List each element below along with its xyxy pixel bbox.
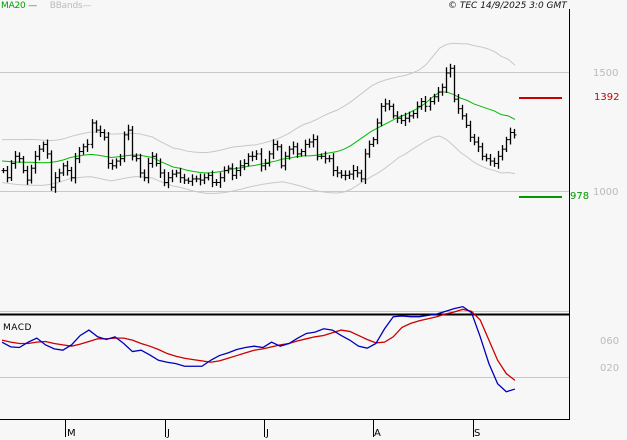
bollinger-upper-band	[2, 42, 516, 153]
bollinger-lower-band	[1, 135, 516, 194]
copyright-timestamp: © TEC 14/9/2025 3:0 GMT	[448, 1, 567, 11]
price-tick-1500: 1500	[593, 68, 619, 79]
time-label-july: J	[266, 428, 269, 439]
time-axis-ticks	[65, 420, 474, 437]
time-label-june: J	[167, 428, 170, 439]
time-label-august: A	[374, 428, 381, 439]
macd-tick-060: 060	[600, 336, 620, 347]
ma20-line	[1, 91, 516, 174]
support-level-label: 978	[570, 191, 590, 202]
ma20-legend: MA20	[1, 1, 26, 11]
macd-panel-title: MACD	[3, 323, 32, 333]
ma20-swatch: —	[25, 1, 38, 11]
resistance-level-label: 1392	[594, 92, 620, 103]
indicator-legend: MA20 — BBands—	[1, 1, 92, 11]
time-label-may: M	[67, 428, 76, 439]
time-label-september: S	[474, 428, 481, 439]
macd-signal-line	[1, 308, 516, 381]
price-tick-1000: 1000	[593, 187, 619, 198]
macd-line	[1, 305, 516, 393]
macd-tick-020: 020	[600, 363, 620, 374]
bbands-legend: BBands	[49, 1, 83, 11]
bbands-swatch: —	[82, 1, 92, 11]
ohlc-bars	[1, 63, 517, 193]
